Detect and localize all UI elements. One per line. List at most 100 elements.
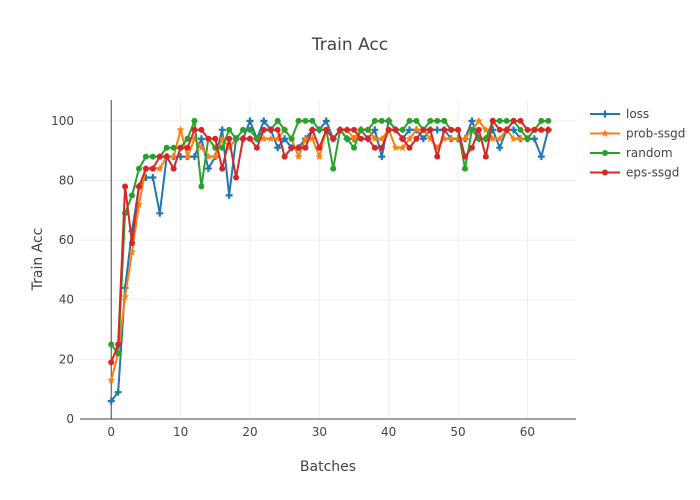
data-point: [378, 117, 385, 124]
data-point: [316, 126, 323, 133]
data-point: [330, 135, 337, 142]
data-point: [170, 165, 177, 172]
plot-area: [107, 116, 553, 405]
data-point: [489, 117, 496, 124]
data-point: [149, 165, 156, 172]
legend-item-prob-ssgd[interactable]: prob-ssgd: [590, 127, 685, 141]
data-point: [350, 134, 359, 143]
data-point: [370, 134, 379, 143]
data-point: [129, 240, 136, 247]
data-point: [212, 135, 219, 142]
data-point: [198, 126, 205, 133]
series-eps-ssgd: [108, 117, 552, 366]
legend-marker: [602, 150, 608, 156]
data-point: [301, 134, 310, 143]
data-point: [322, 117, 330, 125]
data-point: [142, 165, 149, 172]
data-point: [377, 134, 386, 143]
data-point: [398, 143, 407, 152]
data-point: [274, 117, 281, 124]
data-point: [211, 152, 220, 161]
data-point: [219, 144, 226, 151]
data-point: [323, 126, 330, 133]
legend-item-random[interactable]: random: [590, 146, 673, 160]
data-point: [378, 153, 386, 161]
data-point: [273, 134, 282, 143]
series-loss: [107, 117, 552, 405]
data-point: [462, 153, 469, 160]
data-point: [399, 135, 406, 142]
data-point: [482, 153, 489, 160]
data-point: [503, 126, 510, 133]
data-point: [295, 117, 302, 124]
data-point: [225, 191, 233, 199]
data-point: [496, 117, 503, 124]
data-point: [509, 134, 518, 143]
data-point: [378, 144, 385, 151]
legend-marker: [602, 169, 608, 176]
data-point: [524, 126, 531, 133]
data-point: [204, 152, 213, 161]
data-point: [135, 165, 142, 172]
data-point: [114, 388, 122, 396]
data-point: [516, 134, 525, 143]
data-point: [156, 153, 163, 160]
data-point: [385, 126, 392, 133]
data-point: [308, 134, 317, 143]
data-point: [302, 117, 309, 124]
data-point: [149, 153, 156, 160]
y-tick-label: 100: [51, 114, 74, 128]
x-axis-title: Batches: [300, 459, 356, 475]
data-point: [371, 117, 378, 124]
legend-item-eps-ssgd[interactable]: eps-ssgd: [590, 166, 679, 180]
data-point: [170, 144, 177, 151]
data-point: [240, 126, 247, 133]
data-point: [441, 126, 448, 133]
legend-item-loss[interactable]: loss: [590, 107, 649, 121]
data-point: [413, 117, 420, 124]
data-point: [225, 143, 234, 152]
x-tick-label: 60: [520, 425, 535, 439]
data-point: [246, 126, 253, 133]
data-point: [233, 135, 240, 142]
data-point: [246, 117, 254, 125]
data-point: [142, 153, 149, 160]
data-point: [468, 126, 475, 133]
data-point: [226, 135, 233, 142]
data-point: [433, 126, 441, 134]
data-point: [197, 143, 206, 152]
data-point: [371, 126, 379, 134]
data-point: [392, 126, 399, 133]
data-point: [495, 134, 504, 143]
data-point: [405, 134, 414, 143]
data-point: [163, 144, 170, 151]
legend-marker: [601, 110, 609, 118]
data-point: [330, 165, 337, 172]
data-point: [344, 126, 351, 133]
chart-title: Train Acc: [311, 35, 388, 55]
data-point: [427, 126, 434, 133]
legend[interactable]: loss prob-ssgd random eps-ssgd: [590, 107, 685, 180]
data-point: [108, 359, 115, 366]
data-point: [253, 144, 260, 151]
data-point: [115, 341, 122, 348]
data-point: [191, 117, 198, 124]
data-point: [107, 376, 116, 384]
data-point: [364, 135, 371, 142]
data-point: [357, 135, 364, 142]
data-point: [267, 126, 274, 133]
data-point: [190, 153, 198, 161]
data-point: [191, 126, 198, 133]
data-point: [184, 135, 191, 142]
data-point: [281, 135, 289, 143]
data-point: [510, 117, 517, 124]
data-point: [412, 125, 421, 134]
data-point: [344, 135, 351, 142]
data-point: [295, 144, 302, 151]
data-point: [433, 143, 442, 152]
data-point: [427, 117, 434, 124]
data-point: [434, 117, 441, 124]
data-point: [260, 126, 267, 133]
data-point: [510, 126, 518, 134]
